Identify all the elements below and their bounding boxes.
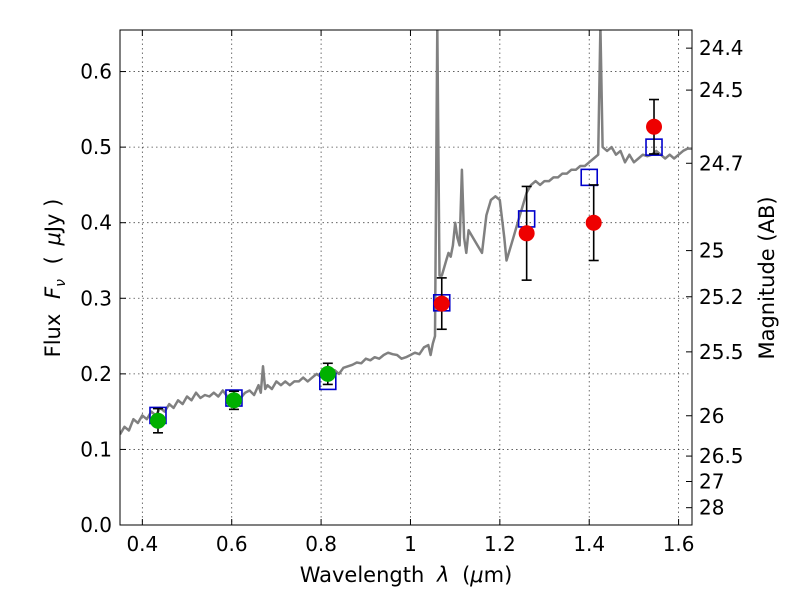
model-spectrum-line [120,30,692,435]
nir-point [518,225,535,242]
y2-tick-label: 26 [699,404,724,428]
grid-lines [120,30,692,526]
y-tick-label: 0.0 [80,513,112,537]
x-tick-label: 0.8 [305,532,337,556]
optical-point [319,365,336,382]
y2-axis-label: Magnitude (AB) [755,196,779,359]
y-tick-label: 0.3 [80,286,112,310]
y-tick-label: 0.2 [80,362,112,386]
x-tick-label: 0.4 [126,532,158,556]
optical-point [225,392,242,409]
plot-frame [119,29,693,526]
optical-point [149,412,166,429]
model-photometry-square [580,168,599,187]
x-tick-label: 1.6 [663,532,695,556]
y2-tick-label: 26.5 [699,444,744,468]
y-tick-label: 0.4 [80,211,112,235]
x-tick-label: 1 [404,532,417,556]
y-tick-label: 0.5 [80,135,112,159]
x-tick-label: 1.4 [573,532,605,556]
y2-tick-label: 25 [699,239,724,263]
y2-tick-label: 28 [699,496,724,520]
x-tick-label: 1.2 [484,532,516,556]
y2-tick-label: 24.5 [699,78,744,102]
y2-tick-label: 27 [699,470,724,494]
y-tick-label: 0.6 [80,60,112,84]
nir-point [585,214,602,231]
y2-tick-label: 25.2 [699,285,744,309]
y2-tick-label: 24.4 [699,36,744,60]
x-axis-label: Wavelength λ (μm) [300,563,513,587]
y-tick-label: 0.1 [80,437,112,461]
nir-point [646,118,663,135]
y2-tick-label: 25.5 [699,340,744,364]
y2-tick-label: 24.7 [699,151,744,175]
axis-ticks: 0.4 0.6 0.8 1 1.2 1.4 1.6 0.0 0.1 0.2 0.3 0.4 0.5 0.6… [80,30,744,556]
plot-series [120,30,692,435]
nir-point [433,295,450,312]
x-tick-label: 0.6 [216,532,248,556]
y-axis-label: Flux Fν ( μJy ) [41,199,70,358]
